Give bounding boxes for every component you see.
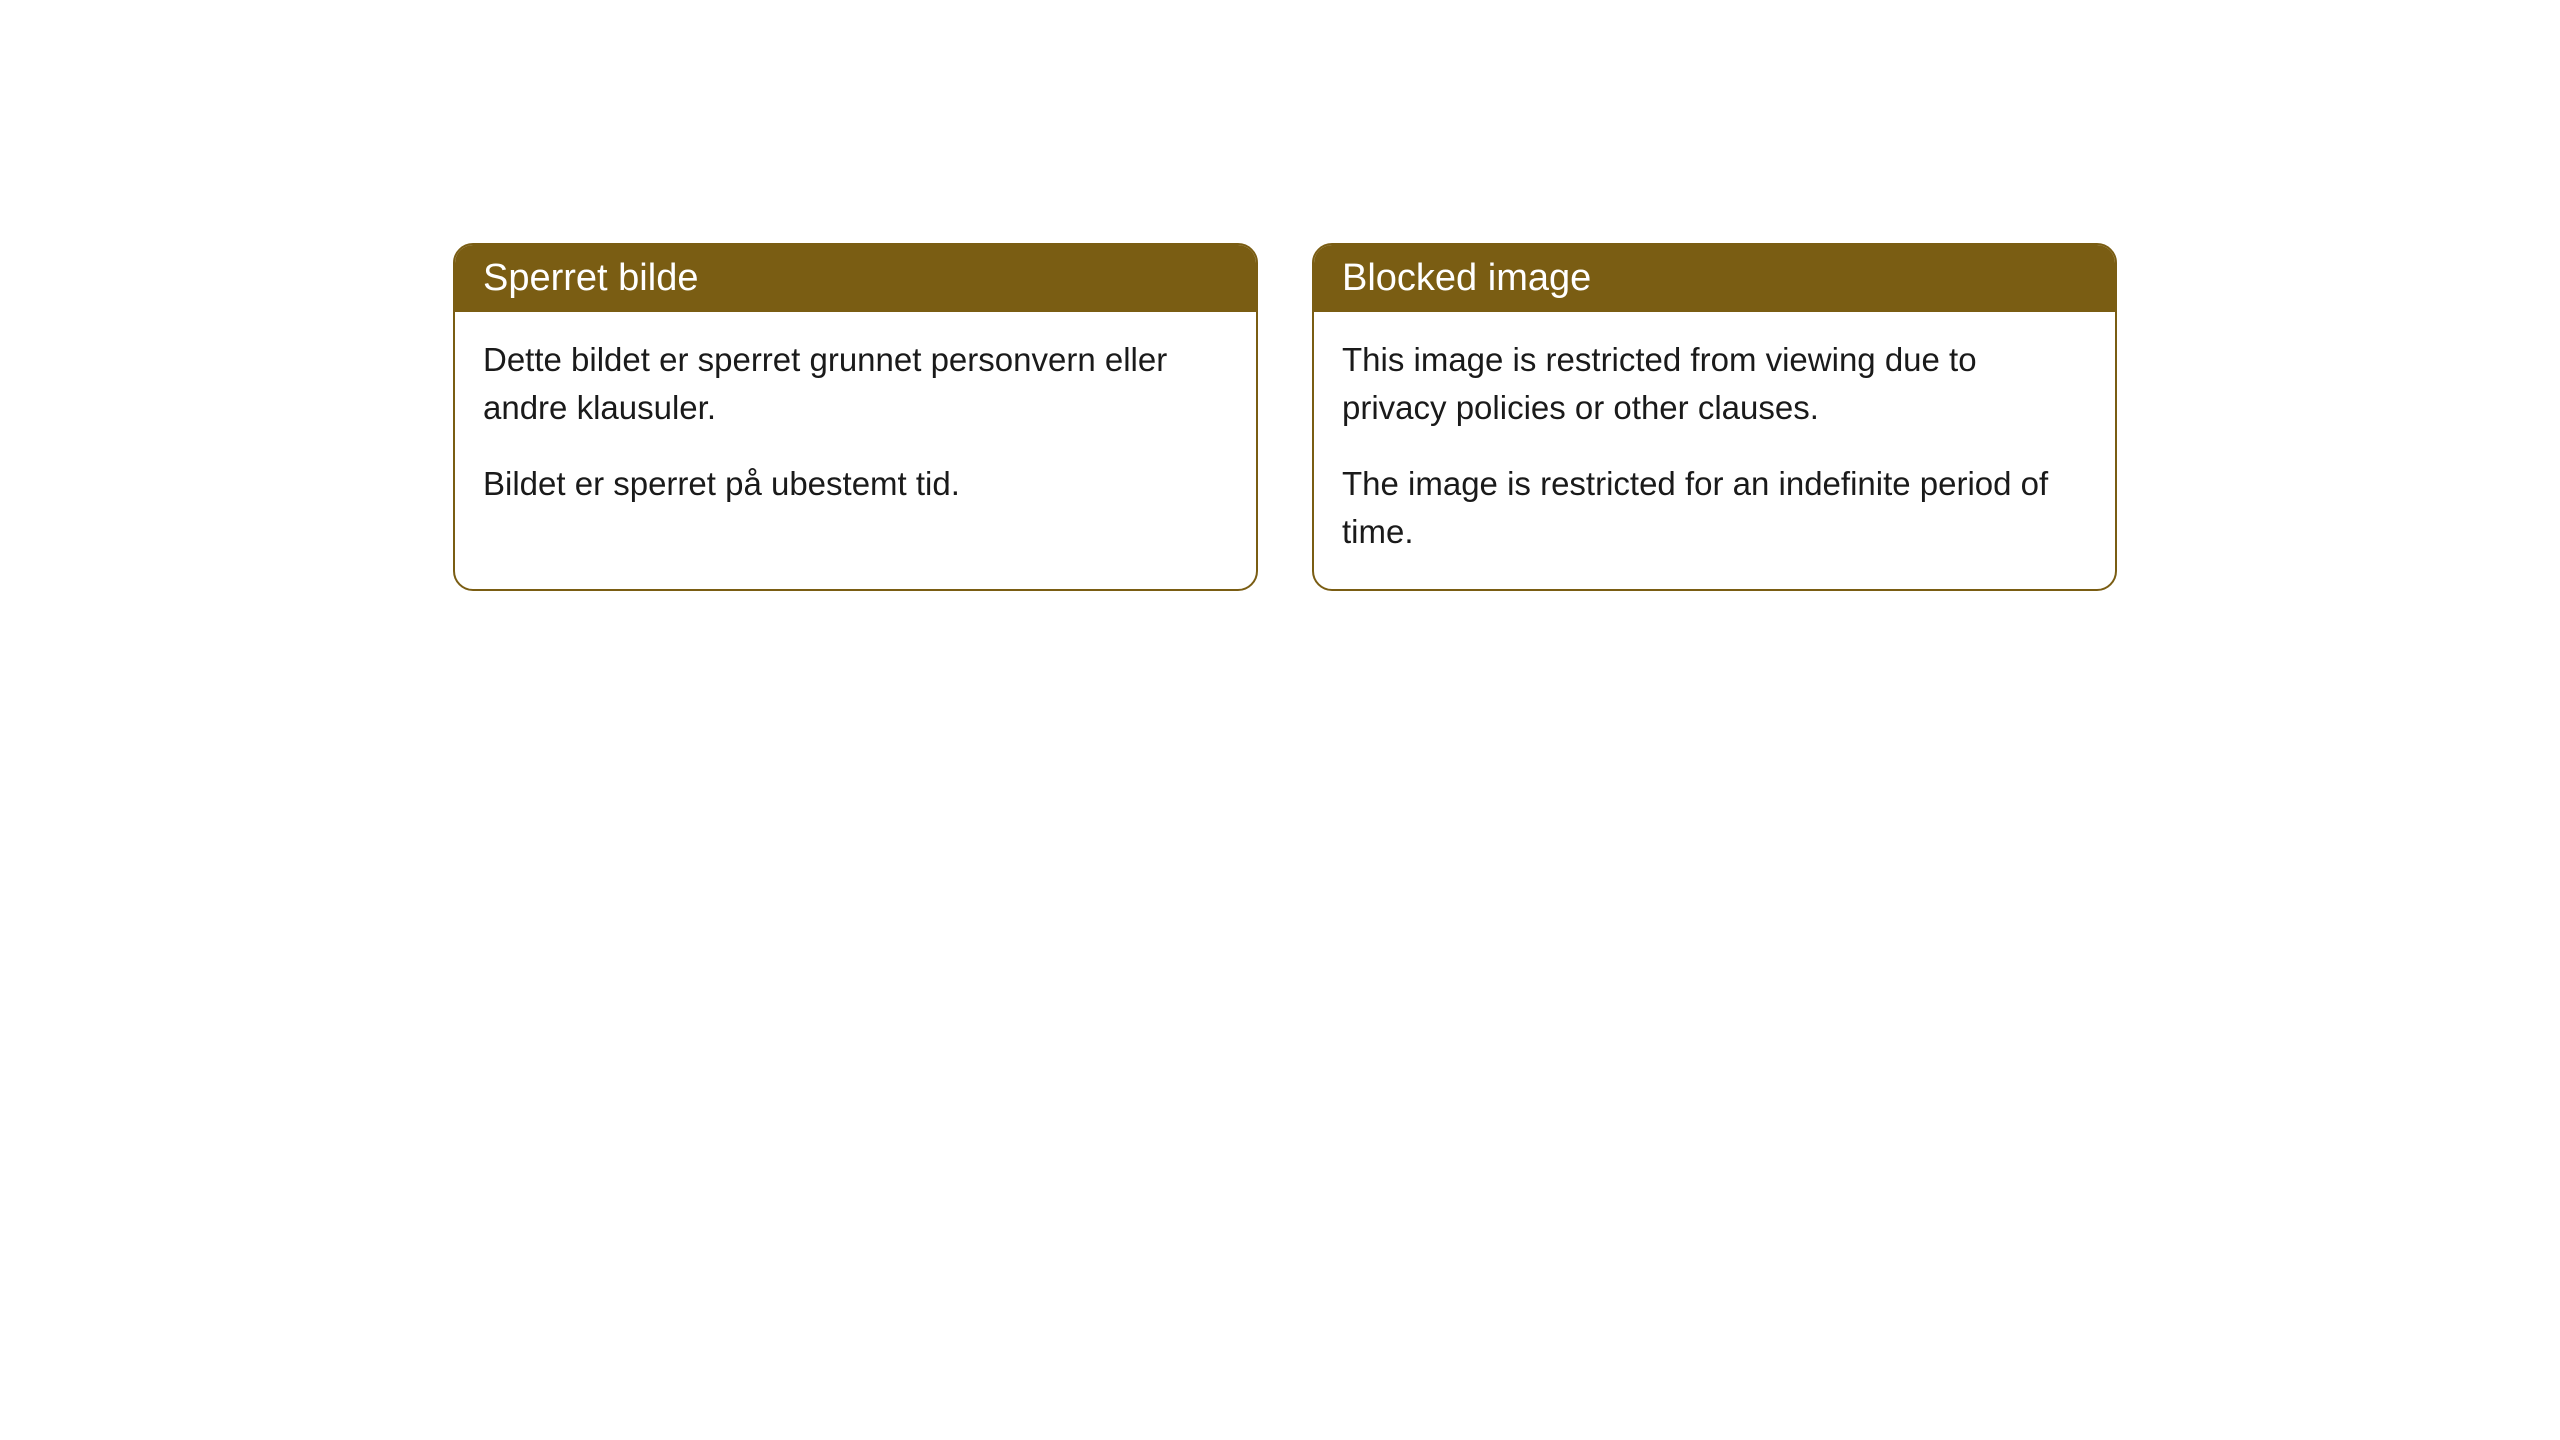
notice-card-english: Blocked image This image is restricted f…: [1312, 243, 2117, 591]
notice-header: Blocked image: [1314, 245, 2115, 312]
notice-body: This image is restricted from viewing du…: [1314, 312, 2115, 589]
notice-card-norwegian: Sperret bilde Dette bildet er sperret gr…: [453, 243, 1258, 591]
notice-header: Sperret bilde: [455, 245, 1256, 312]
notice-paragraph-2: The image is restricted for an indefinit…: [1342, 460, 2087, 556]
notice-paragraph-1: Dette bildet er sperret grunnet personve…: [483, 336, 1228, 432]
notice-container: Sperret bilde Dette bildet er sperret gr…: [0, 0, 2560, 591]
notice-paragraph-1: This image is restricted from viewing du…: [1342, 336, 2087, 432]
notice-paragraph-2: Bildet er sperret på ubestemt tid.: [483, 460, 1228, 508]
notice-body: Dette bildet er sperret grunnet personve…: [455, 312, 1256, 542]
notice-title: Blocked image: [1342, 257, 1591, 299]
notice-title: Sperret bilde: [483, 257, 698, 299]
